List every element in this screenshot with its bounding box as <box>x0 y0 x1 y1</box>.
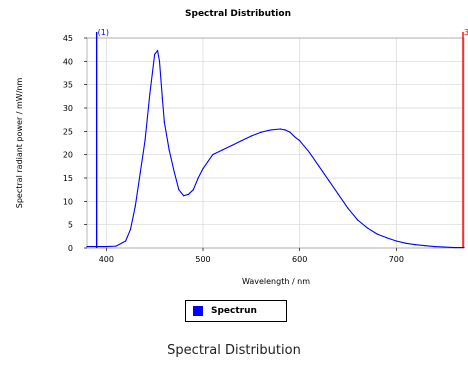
data-point <box>376 233 378 235</box>
data-point <box>173 170 175 172</box>
series-line <box>87 50 464 249</box>
data-point <box>187 193 190 195</box>
data-point <box>105 246 107 248</box>
x-axis-label: Wavelength / nm <box>242 277 310 286</box>
y-tick-label: 10 <box>63 197 73 206</box>
data-point <box>149 93 151 95</box>
data-point <box>207 161 209 163</box>
data-point <box>197 177 199 179</box>
data-point <box>139 172 141 174</box>
chart-title: Spectral Distribution <box>185 9 291 19</box>
data-point <box>178 189 180 191</box>
y-tick-label: 40 <box>63 57 73 66</box>
data-point <box>163 121 165 123</box>
data-point <box>86 246 88 248</box>
data-point <box>270 129 272 131</box>
data-point <box>289 131 291 133</box>
data-point <box>415 244 417 246</box>
data-point <box>221 149 223 151</box>
y-tick-label: 20 <box>63 151 73 160</box>
data-point <box>241 140 243 142</box>
y-tick-label: 35 <box>63 81 73 90</box>
data-point <box>337 193 339 195</box>
data-point <box>434 246 436 248</box>
markers: (1) 3 <box>95 28 468 248</box>
data-point <box>129 228 132 230</box>
series <box>86 50 465 249</box>
data-point <box>212 154 214 156</box>
y-tick-label: 25 <box>63 127 73 136</box>
data-point <box>386 237 388 239</box>
x-tick-label: 700 <box>389 255 404 264</box>
x-tick-label: 500 <box>195 255 210 264</box>
data-point <box>444 246 446 248</box>
data-point <box>366 227 368 229</box>
data-point <box>357 219 359 221</box>
data-point <box>125 240 127 242</box>
y-axis-ticks: 0 5 10 15 20 25 30 35 40 45 <box>63 34 87 253</box>
data-point <box>231 144 233 146</box>
y-tick-label: 15 <box>63 174 73 183</box>
plot-frame <box>86 37 465 249</box>
y-axis-label: Spectral radiant power / mW/nm <box>15 78 24 209</box>
data-point <box>161 98 163 100</box>
y-tick-label: 0 <box>68 244 73 253</box>
grid <box>87 37 464 249</box>
data-point <box>156 50 159 52</box>
data-point <box>192 189 194 191</box>
data-point <box>308 151 310 153</box>
data-point <box>183 195 185 197</box>
vertical-marker-label: (1) <box>98 28 109 37</box>
chart: Spectral Distribution (1) 3 400 500 600 700 … <box>15 9 468 286</box>
x-tick-label: 400 <box>99 255 114 264</box>
data-point <box>299 140 301 142</box>
data-point <box>284 129 286 131</box>
data-point <box>202 168 204 170</box>
data-point <box>115 245 117 247</box>
legend: Spectrun <box>185 300 287 322</box>
data-point <box>154 53 156 55</box>
y-tick-label: 30 <box>63 104 73 113</box>
data-point <box>424 245 426 247</box>
caption: Spectral Distribution <box>167 343 301 358</box>
data-point <box>158 60 161 62</box>
y-tick-label: 5 <box>68 221 73 230</box>
data-point <box>294 136 296 138</box>
data-point <box>463 246 465 249</box>
data-point <box>453 246 455 249</box>
data-point <box>279 128 281 130</box>
legend-label: Spectrun <box>211 306 257 316</box>
vertical-marker-label: 3 <box>464 28 468 37</box>
y-tick-label: 45 <box>63 34 73 43</box>
data-point <box>395 240 397 242</box>
data-point <box>134 205 136 207</box>
legend-swatch <box>193 306 203 316</box>
data-point <box>168 149 170 151</box>
x-axis-ticks: 400 500 600 700 <box>99 248 404 264</box>
data-point <box>318 165 320 167</box>
data-point <box>260 131 262 133</box>
data-point <box>250 135 252 137</box>
data-point <box>347 207 349 209</box>
data-point <box>405 242 407 244</box>
x-tick-label: 600 <box>292 255 307 264</box>
data-point <box>328 179 330 181</box>
data-point <box>144 140 146 142</box>
